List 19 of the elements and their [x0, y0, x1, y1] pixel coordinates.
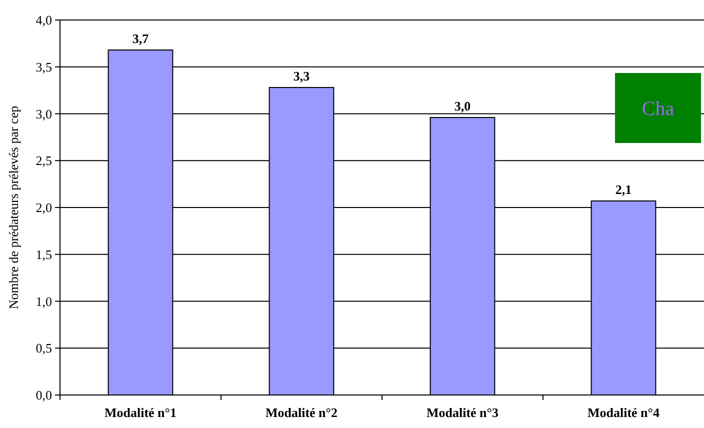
y-tick-label: 3,0: [36, 106, 52, 122]
y-tick-label: 4,0: [36, 12, 52, 28]
data-label: 3,7: [132, 31, 150, 46]
y-axis-title: Nombre de prédateurs prélevés par cep: [6, 106, 21, 310]
y-tick-label: 1,0: [36, 294, 52, 309]
data-label: 3,3: [293, 68, 310, 84]
y-tick-label: 1,5: [36, 246, 52, 262]
data-label: 2,1: [615, 182, 632, 197]
x-tick-label: Modalité n°3: [426, 405, 499, 420]
data-label: 3,0: [454, 98, 471, 114]
y-tick-label: 0,5: [36, 340, 52, 356]
y-tick-label: 2,5: [36, 153, 52, 168]
x-tick-label: Modalité n°1: [104, 405, 177, 420]
y-tick-label: 3,5: [36, 59, 52, 74]
y-tick-label: 2,0: [36, 200, 52, 216]
annotation: Cha: [642, 98, 674, 120]
x-tick-label: Modalité n°2: [265, 405, 338, 420]
y-tick-label: 0,0: [36, 388, 52, 403]
x-tick-label: Modalité n°4: [587, 405, 660, 420]
